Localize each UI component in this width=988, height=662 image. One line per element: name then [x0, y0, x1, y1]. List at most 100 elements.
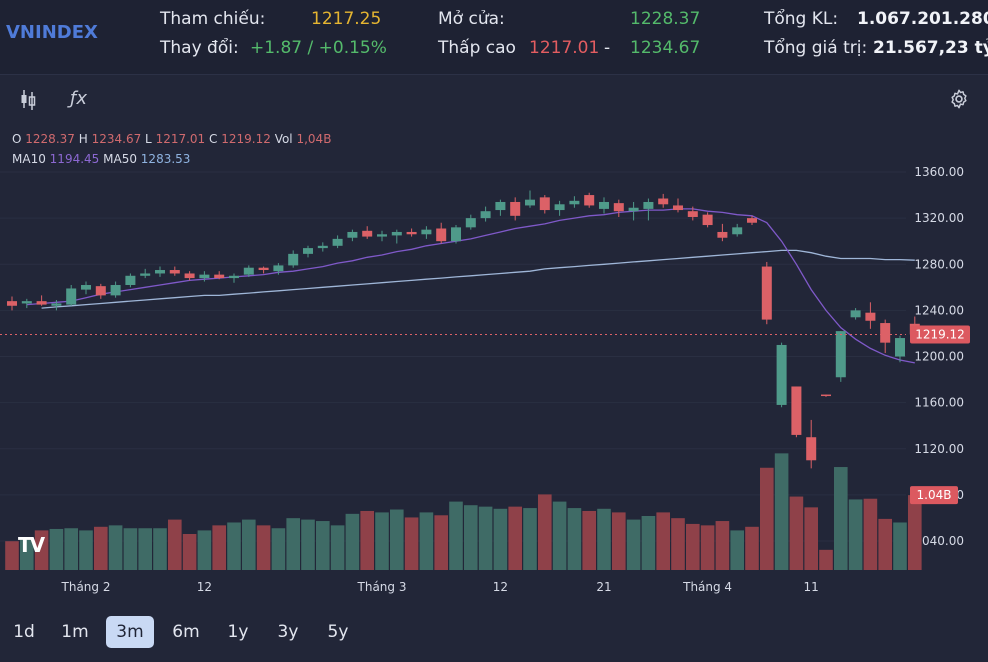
volume-bar: [242, 519, 256, 570]
candle-body: [791, 386, 802, 435]
volume-bar: [330, 525, 345, 570]
open-label: Mở cửa:: [438, 9, 505, 29]
price-tick-label: 1360.00: [914, 165, 964, 179]
candle-body: [81, 285, 91, 290]
candle-body: [95, 286, 106, 296]
candle-body: [643, 201, 654, 209]
volume-legend-value: 1,04B: [296, 132, 332, 146]
candle-body: [761, 266, 772, 320]
volume-bar: [316, 521, 330, 570]
ma-legend: MA10 1194.45 MA50 1283.53: [12, 152, 190, 166]
volume-bar: [552, 501, 567, 570]
volume-bar: [20, 539, 34, 570]
candle-body: [110, 285, 121, 296]
price-chart[interactable]: 1360.00 1320.00 1280.00 1240.00 1200.00 1160.…: [0, 0, 988, 610]
ma50-legend-label: MA50: [103, 152, 137, 166]
candle-body: [273, 265, 284, 272]
candle-body: [747, 218, 757, 223]
candle-body: [436, 228, 447, 242]
price-tick-label: 1240.00: [914, 303, 964, 317]
candle-body: [717, 231, 728, 238]
candle-body: [406, 231, 417, 235]
low-high-separator: -: [604, 38, 611, 58]
candlestick-icon[interactable]: [18, 88, 38, 117]
candle-body: [865, 312, 876, 321]
candle-body: [125, 275, 136, 286]
candle-body: [835, 331, 846, 378]
range-button-1m[interactable]: 1m: [61, 622, 89, 642]
volume-bar: [848, 499, 863, 570]
candle-body: [880, 323, 891, 343]
volume-bar: [819, 549, 833, 570]
volume-bar: [182, 534, 197, 570]
candle-body: [303, 248, 313, 254]
range-button-5y[interactable]: 5y: [327, 622, 349, 642]
candle-body: [21, 301, 32, 304]
volume-legend-label: Vol: [274, 132, 293, 146]
volume-bar: [908, 495, 922, 570]
volume-bar: [774, 453, 789, 570]
volume-bar: [360, 510, 374, 570]
low-legend-value: 1217.01: [155, 132, 206, 146]
ma10-legend-value: 1194.45: [49, 152, 100, 166]
high-value: 1234.67: [630, 38, 701, 58]
candle-body: [658, 198, 669, 205]
candle-body: [451, 227, 461, 242]
candle-body: [480, 211, 491, 219]
volume-bar: [582, 510, 596, 570]
range-button-3m[interactable]: 3m: [106, 616, 154, 648]
volume-bar: [700, 525, 715, 570]
candle-body: [806, 437, 817, 461]
change-label: Thay đổi:: [160, 38, 239, 58]
volume-bar: [390, 509, 404, 570]
candle-body: [554, 204, 565, 211]
candle-body: [495, 201, 506, 211]
tradingview-logo: TV: [18, 533, 45, 557]
candle-body: [584, 195, 595, 206]
volume-bar: [5, 541, 19, 570]
x-tick-label: 12: [493, 580, 508, 594]
volume-bar: [656, 512, 670, 570]
volume-bar: [108, 525, 123, 570]
candle-body: [569, 200, 580, 205]
volume-bar: [893, 522, 907, 570]
candle-body: [199, 274, 210, 279]
candle-body: [169, 270, 180, 274]
open-legend-value: 1228.37: [25, 132, 75, 146]
volume-bar: [301, 519, 315, 570]
volume-bar: [567, 508, 582, 570]
total-volume-label: Tổng KL:: [764, 9, 839, 29]
fx-icon[interactable]: ƒx: [70, 88, 87, 109]
candle-body: [229, 275, 239, 279]
volume-bar: [612, 512, 626, 570]
volume-bar: [478, 506, 493, 570]
volume-bar: [745, 526, 759, 570]
range-button-6m[interactable]: 6m: [172, 622, 200, 642]
range-button-1y[interactable]: 1y: [227, 622, 249, 642]
x-tick-label: Tháng 3: [357, 580, 407, 594]
price-tick-label: 1200.00: [914, 350, 964, 364]
volume-bar: [49, 528, 64, 570]
range-button-1d[interactable]: 1d: [13, 622, 35, 642]
volume-bar: [227, 522, 241, 570]
volume-bar: [804, 507, 818, 570]
x-tick-label: Tháng 4: [682, 580, 732, 594]
volume-bar: [123, 528, 138, 570]
candle-body: [243, 267, 254, 275]
volume-bar: [597, 508, 611, 570]
range-button-3y[interactable]: 3y: [277, 622, 299, 642]
volume-bar: [626, 519, 641, 570]
volume-bar: [64, 528, 78, 570]
volume-bar: [94, 526, 108, 570]
gear-icon[interactable]: [948, 88, 970, 115]
ma50-line: [41, 249, 915, 309]
total-value-value: 21.567,23 tỷ: [873, 38, 988, 58]
last-volume-tag: [910, 486, 958, 505]
candle-body: [332, 238, 343, 246]
volume-bar: [34, 530, 49, 570]
volume-bar: [212, 525, 226, 570]
volume-bar: [168, 519, 182, 570]
volume-bar: [449, 501, 463, 570]
total-value-label: Tổng giá trị:: [764, 38, 868, 58]
low-legend-label: L: [145, 132, 152, 146]
